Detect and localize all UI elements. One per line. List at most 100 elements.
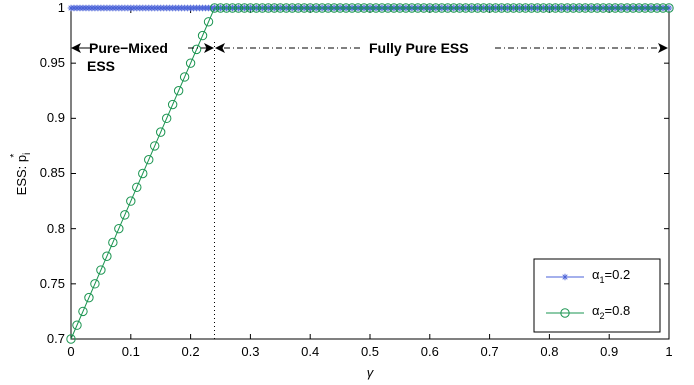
series-2-point [466,3,477,13]
x-tick-label: 0.9 [600,344,618,359]
series-2-point [233,3,244,13]
series-2-point [508,3,519,13]
legend-box [533,258,661,333]
series-2-point [203,17,214,27]
series-2-point [179,72,190,82]
series-2-point [138,168,148,179]
series-2-point [419,3,429,13]
series-2-point [377,3,387,13]
series-2-point [574,3,584,13]
series-2-point [120,210,130,220]
legend-marker-2 [560,308,570,318]
series-2-point [365,3,375,13]
series-2-point [443,3,453,13]
y-tick-label: 0.7 [47,331,65,346]
series-2-point [646,3,656,13]
x-tick-label: 0.3 [241,344,259,359]
x-tick-label: 0.2 [182,344,200,359]
series-2-point [455,3,465,13]
series-2-point [586,3,596,13]
series-2-point [209,3,220,13]
series-2-point [257,3,268,13]
series-2-point [610,3,620,13]
series-2-point [150,141,160,151]
series-2-point [550,3,561,13]
series-2-point [640,3,650,13]
series-2-point [215,3,226,13]
series-2-point [622,3,632,13]
y-tick-label: 0.8 [47,221,65,236]
series-2-point [437,3,447,13]
series-2-point [598,3,608,13]
series-2-point [185,58,196,68]
series-2-point [556,3,567,13]
series-2-point [460,3,471,13]
x-tick-label: 1 [665,344,672,359]
series-2-point [102,251,112,261]
series-2-point [251,3,262,13]
series-2-point [323,3,333,13]
series-2-point [173,86,184,96]
legend-alpha1-symbol: α [592,267,600,282]
legend-alpha2-symbol: α [592,303,600,318]
y-axis-title-main: ESS: p [14,155,29,195]
series-2-point [78,306,88,317]
series-2-point [287,3,297,13]
series-2-point [395,3,405,13]
y-tick-label: 0.9 [47,110,65,125]
series-2-point [425,3,435,13]
series-2-point [329,3,339,13]
y-axis-title-subscript: i [22,153,33,155]
y-axis-title-superscript: * [9,154,20,158]
series-2-point [108,237,118,248]
series-2-point [472,3,483,13]
legend-label-alpha2: α2=0.8 [592,303,630,321]
series-2-point [401,3,411,13]
series-2-point [132,182,142,192]
series-2-point [275,3,285,13]
y-tick-label: 0.75 [40,276,65,291]
series-2-point [502,3,513,13]
series-2-point [263,3,274,13]
series-2-point [592,3,602,13]
series-2-point [634,3,644,13]
series-2-point [413,3,423,13]
series-2-point [532,3,543,13]
series-2-point [371,3,381,13]
series-2-point [604,3,614,13]
series-2-point [72,320,82,330]
y-tick-label: 1 [58,0,65,15]
legend-alpha2-value: =0.8 [605,303,631,318]
series-2-point [616,3,626,13]
pure-mixed-label-ess: ESS [87,58,115,74]
series-2-point [293,3,303,13]
series-2-point [383,3,393,13]
series-2-point [652,3,662,13]
series-2-point [269,3,280,13]
series-2-point [299,3,309,13]
series-2-point [126,196,136,206]
series-2-point [526,3,537,13]
series-2-point [90,279,100,289]
x-tick-label: 0.8 [540,344,558,359]
series-2-point [96,265,106,275]
x-axis-title: γ [367,365,375,380]
fully-pure-label: Fully Pure ESS [369,40,469,56]
x-tick-label: 0 [67,344,74,359]
series-2-point [449,3,459,13]
series-layer [66,3,674,344]
series-2-point [490,3,501,13]
series-2-point [191,44,202,55]
x-tick-label: 0.6 [421,344,439,359]
series-2-point [335,3,345,13]
series-2-point [197,30,208,41]
series-2-point [239,3,250,13]
series-2-point [317,3,327,13]
series-2-point [389,3,399,13]
series-2-point [281,3,291,13]
series-2-point [311,3,321,13]
series-2-point [353,3,363,13]
series-2-point [562,3,573,13]
y-axis-title: ESS: pi* [9,153,33,196]
